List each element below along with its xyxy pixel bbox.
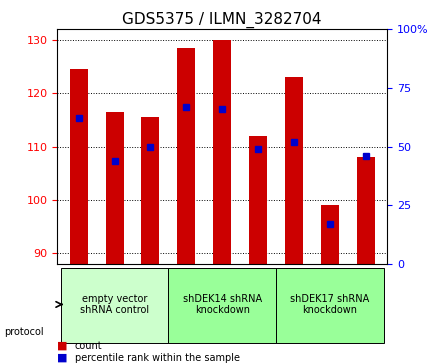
Text: ■: ■	[57, 352, 68, 363]
Text: count: count	[75, 340, 103, 351]
Text: shDEK17 shRNA
knockdown: shDEK17 shRNA knockdown	[290, 294, 370, 315]
Text: percentile rank within the sample: percentile rank within the sample	[75, 352, 240, 363]
Text: ■: ■	[57, 340, 68, 351]
FancyBboxPatch shape	[276, 268, 384, 343]
Bar	[285, 77, 303, 264]
Text: empty vector
shRNA control: empty vector shRNA control	[80, 294, 149, 315]
Bar	[106, 112, 124, 264]
Bar	[357, 157, 374, 264]
FancyBboxPatch shape	[61, 268, 169, 343]
Bar	[321, 205, 339, 264]
Text: shDEK14 shRNA
knockdown: shDEK14 shRNA knockdown	[183, 294, 262, 315]
Bar	[213, 40, 231, 264]
Bar	[177, 48, 195, 264]
Title: GDS5375 / ILMN_3282704: GDS5375 / ILMN_3282704	[122, 12, 322, 28]
Bar	[249, 136, 267, 264]
Bar	[70, 69, 88, 264]
Text: protocol: protocol	[4, 327, 44, 337]
Bar	[142, 117, 159, 264]
FancyBboxPatch shape	[169, 268, 276, 343]
